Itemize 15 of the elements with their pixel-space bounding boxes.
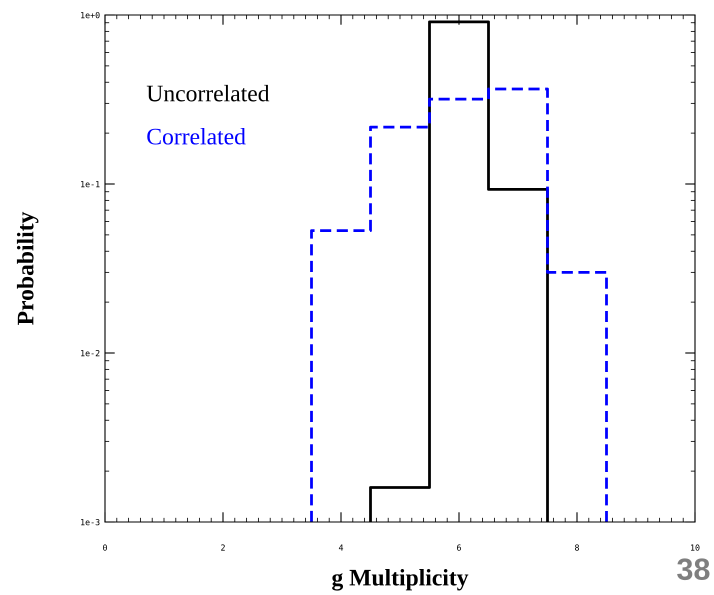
- y-tick-label: 1e-2: [81, 350, 100, 356]
- text: Uncorrelated: [146, 84, 270, 102]
- x-tick-label: 2: [221, 544, 225, 551]
- x-tick-label: 4: [338, 544, 344, 551]
- text: Correlated: [147, 128, 246, 145]
- y-tick-label: 1e-3: [81, 519, 100, 526]
- y-axis-title: Probability: [16, 212, 38, 325]
- y-tick-label: 1e+0: [81, 12, 100, 18]
- x-tick-label: 8: [575, 544, 579, 551]
- x-tick-label: 0: [103, 544, 107, 551]
- y-tick-label: 1e-1: [81, 181, 100, 188]
- x-tick-label: 6: [457, 544, 461, 551]
- x-axis-title: g Multiplicity: [332, 569, 468, 591]
- text: 38: [677, 558, 710, 580]
- x-tick-label: 10: [690, 544, 700, 551]
